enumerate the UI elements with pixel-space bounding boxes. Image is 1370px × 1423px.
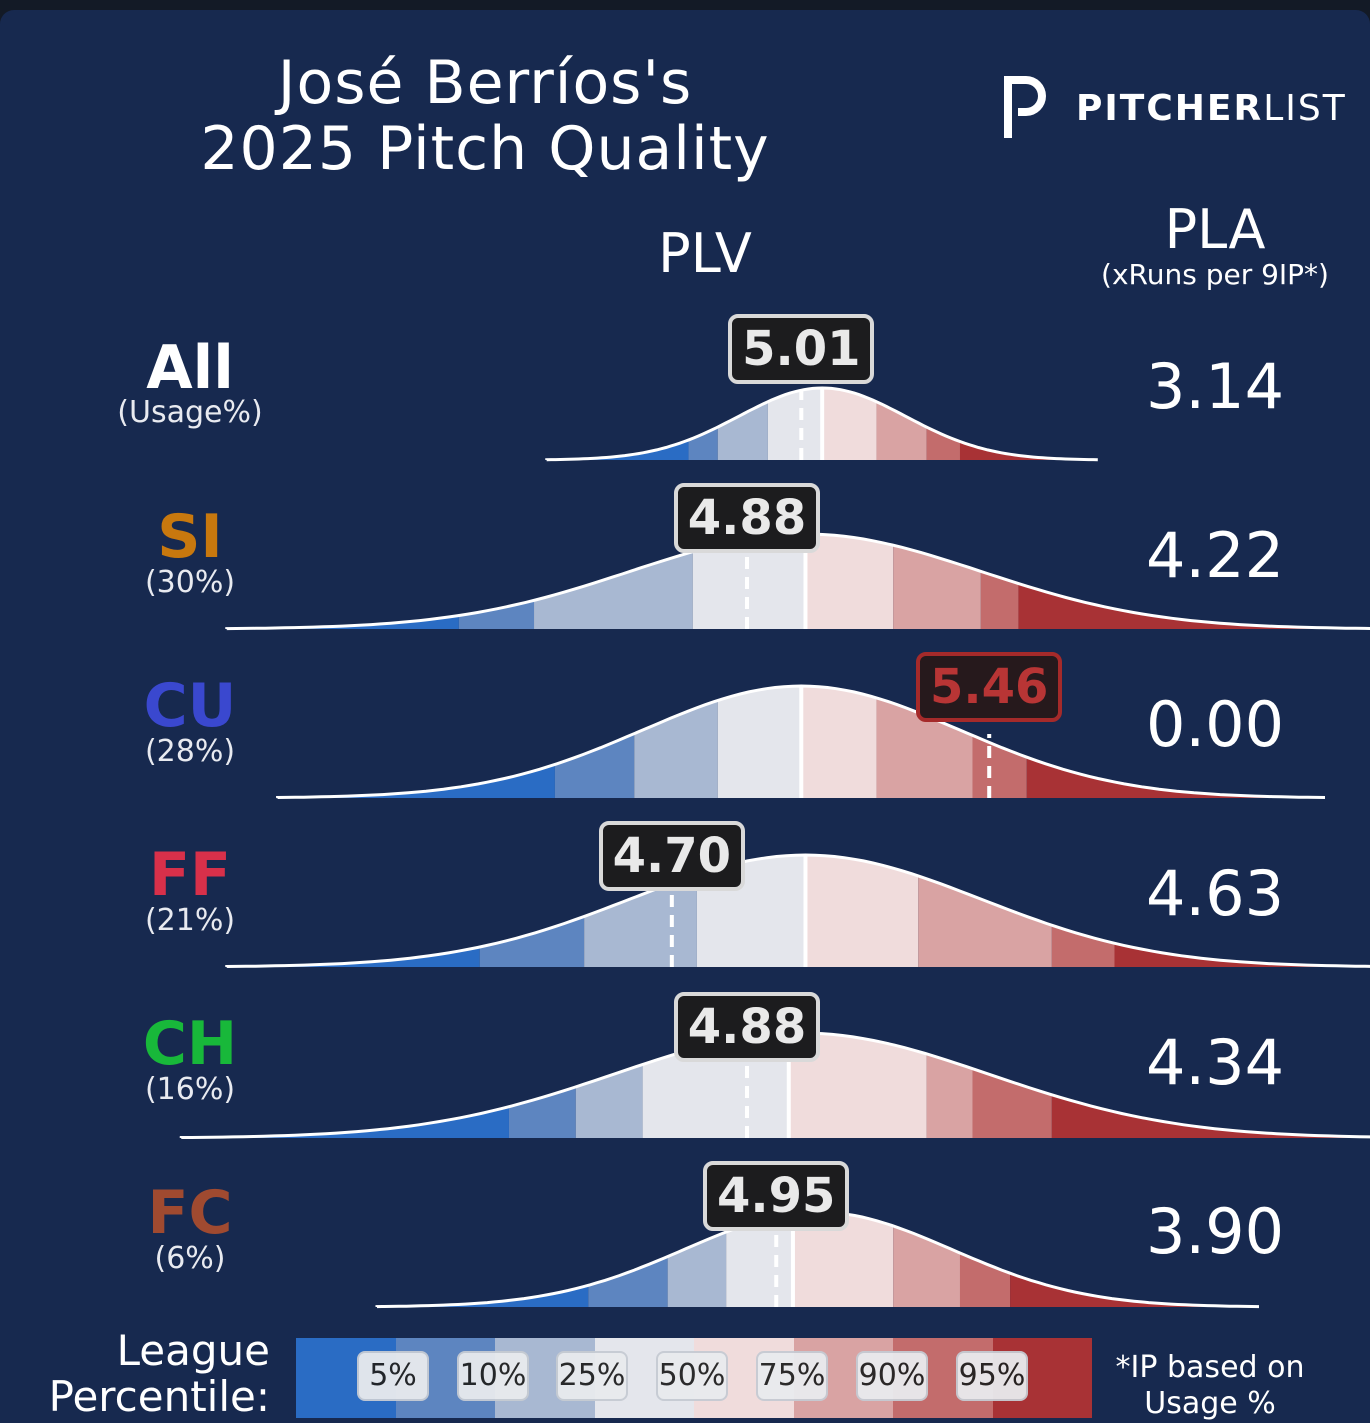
plv-value-ff: 4.70 (598, 821, 745, 891)
density-curve-cu (276, 684, 1326, 799)
percentile-band-fc (588, 1212, 668, 1307)
density-curve-ff (225, 853, 1370, 968)
row-label-si: SI (157, 502, 223, 572)
plv-value-all: 5.01 (728, 314, 875, 384)
pla-value-ch: 4.34 (1145, 1026, 1285, 1099)
pla-value-si: 4.22 (1145, 519, 1285, 592)
footnote-line2: Usage % (1144, 1386, 1276, 1421)
percentile-band-ch (926, 1033, 973, 1138)
pla-value-fc: 3.90 (1145, 1195, 1285, 1268)
chart-card: José Berríos's 2025 Pitch Quality PITCHE… (0, 10, 1370, 1423)
density-curve-all (545, 386, 1098, 462)
row-label-ch: CH (142, 1009, 238, 1079)
chart-title-line2: 2025 Pitch Quality (200, 114, 770, 184)
legend-tick-95: 95% (956, 1351, 1028, 1401)
pla-value-ff: 4.63 (1145, 857, 1285, 930)
row-usage-si: (30%) (144, 565, 236, 600)
legend-label: League Percentile: (30, 1328, 270, 1420)
percentile-band-all (822, 388, 877, 460)
pitcherlist-logo: PITCHERLIST (996, 72, 1345, 150)
plv-distribution-chart (179, 386, 1370, 1309)
percentile-band-all (688, 388, 718, 460)
plv-header: PLV (658, 222, 752, 285)
percentile-band-fc (893, 1212, 960, 1307)
row-usage-ch: (16%) (144, 1072, 236, 1107)
row-usage-cu: (28%) (144, 734, 236, 769)
legend-tick-50: 50% (656, 1351, 728, 1401)
pla-value-cu: 0.00 (1145, 688, 1285, 761)
percentile-band-cu (801, 686, 877, 798)
row-usage-ff: (21%) (144, 903, 236, 938)
percentile-band-cu (634, 686, 718, 798)
footnote-line1: *IP based on (1115, 1350, 1305, 1385)
percentile-band-ff (805, 855, 919, 967)
legend-tick-75: 75% (756, 1351, 828, 1401)
pla-subheader: (xRuns per 9IP*) (1101, 258, 1329, 291)
legend-tick-5: 5% (357, 1351, 429, 1401)
percentile-band-cu (717, 686, 802, 798)
percentile-band-all (767, 388, 823, 460)
percentile-band-ff (479, 855, 585, 967)
legend-tick-90: 90% (856, 1351, 928, 1401)
footnote: *IP based on Usage % (1100, 1350, 1320, 1422)
percentile-band-si (805, 534, 894, 629)
row-usage-fc: (6%) (154, 1241, 226, 1276)
row-label-cu: CU (143, 671, 237, 741)
legend-tick-25: 25% (556, 1351, 628, 1401)
plv-value-si: 4.88 (674, 483, 820, 553)
percentile-band-si (893, 534, 981, 629)
percentile-band-all (926, 388, 960, 460)
pla-value-all: 3.14 (1145, 350, 1285, 423)
row-usage-all: (Usage%) (117, 395, 263, 430)
plv-value-ch: 4.88 (674, 992, 820, 1062)
plv-value-cu: 5.46 (916, 652, 1063, 722)
row-label-fc: FC (147, 1178, 233, 1248)
pla-header: PLA (1164, 198, 1266, 261)
percentile-band-all (717, 388, 768, 460)
chart-title-line1: José Berríos's (277, 48, 693, 118)
pitcherlist-p-logo-icon (1004, 76, 1046, 138)
plv-value-fc: 4.95 (703, 1161, 850, 1231)
logo-text-bold: PITCHER (1076, 88, 1264, 129)
percentile-band-ff (918, 855, 1052, 967)
row-label-all: All (146, 333, 234, 403)
legend-tick-10: 10% (457, 1351, 529, 1401)
legend-label-line1: League (116, 1326, 270, 1375)
percentile-band-ch (508, 1033, 576, 1138)
legend-label-line2: Percentile: (48, 1372, 270, 1421)
logo-text-light: LIST (1263, 88, 1347, 129)
percentile-band-si (534, 534, 693, 629)
row-label-ff: FF (149, 840, 231, 910)
percentile-band-all (876, 388, 927, 460)
